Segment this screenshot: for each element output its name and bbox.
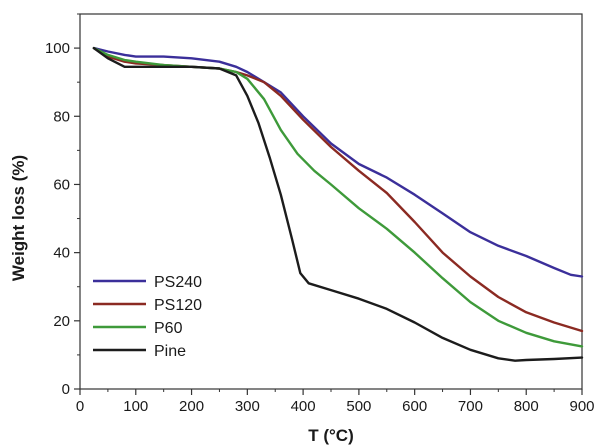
x-tick-label: 100: [123, 398, 148, 415]
legend: PS240 PS120 P60 Pine: [93, 274, 202, 360]
x-tick-label: 600: [402, 398, 427, 415]
legend-label-pine: Pine: [154, 343, 186, 360]
y-tick-label: 40: [53, 245, 70, 262]
x-tick-label: 900: [569, 398, 594, 415]
legend-label-ps240: PS240: [154, 274, 202, 291]
y-tick-label: 60: [53, 176, 70, 193]
x-tick-label: 500: [346, 398, 371, 415]
series-line-pine: [92, 46, 584, 362]
x-tick-label: 400: [291, 398, 316, 415]
legend-label-p60: P60: [154, 320, 183, 337]
x-tick-label: 800: [514, 398, 539, 415]
y-tick-label: 0: [62, 381, 70, 398]
y-tick-label: 20: [53, 313, 70, 330]
y-tick-label: 80: [53, 108, 70, 125]
x-axis-title: T (°C): [308, 426, 354, 445]
x-tick-label: 200: [179, 398, 204, 415]
x-tick-label: 700: [458, 398, 483, 415]
x-tick-label: 0: [76, 398, 84, 415]
legend-label-ps120: PS120: [154, 297, 202, 314]
y-tick-label: 100: [45, 40, 70, 57]
x-tick-label: 300: [235, 398, 260, 415]
series-line-ps240: [92, 46, 584, 278]
series-line-p60: [92, 46, 584, 348]
y-axis-title: Weight loss (%): [9, 155, 28, 281]
